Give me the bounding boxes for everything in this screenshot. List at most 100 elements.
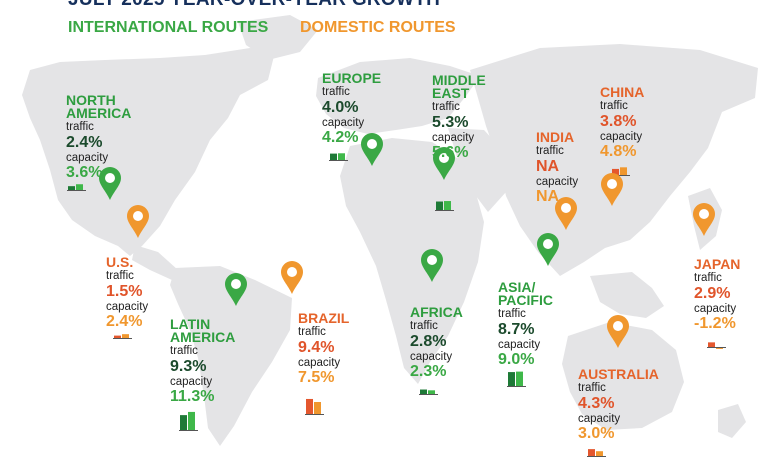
capacity-value: 7.5%	[298, 369, 335, 386]
region-china: CHINA traffic 3.8% capacity 4.8%	[600, 84, 645, 160]
bar-baseline	[67, 190, 86, 191]
traffic-value: 9.4%	[298, 338, 335, 356]
location-pin-green-icon	[537, 233, 559, 266]
region-india: INDIA traffic NA capacity NA	[536, 129, 579, 205]
capacity-value: NA	[536, 188, 560, 205]
region-japan: JAPAN traffic 2.9% capacity -1.2%	[694, 257, 740, 332]
traffic-bar	[180, 415, 187, 430]
capacity-label: capacity	[66, 151, 109, 164]
region-north-america: NORTH AMERICA traffic 2.4% capacity 3.6%	[66, 93, 131, 181]
capacity-bar	[516, 371, 523, 386]
region-asia-pacific: ASIA/ PACIFIC traffic 8.7% capacity 9.0%	[498, 279, 553, 368]
traffic-label: traffic	[66, 121, 94, 133]
capacity-label: capacity	[600, 130, 643, 143]
location-pin-orange-icon	[127, 205, 149, 238]
traffic-value: 3.8%	[600, 112, 637, 130]
capacity-bar	[76, 184, 83, 190]
capacity-label: capacity	[106, 300, 149, 313]
location-pin-green-icon	[225, 273, 247, 306]
region-middle-east: MIDDLE EAST traffic 5.3% capacity 5.6%	[432, 73, 486, 161]
location-pin-green-icon	[361, 133, 383, 166]
location-pin-orange-icon	[693, 203, 715, 236]
legend-international: INTERNATIONAL ROUTES	[68, 19, 269, 36]
capacity-bar	[428, 390, 435, 394]
traffic-label: traffic	[106, 270, 134, 282]
capacity-bar	[620, 167, 627, 175]
region-europe: EUROPE traffic 4.0% capacity 4.2%	[322, 70, 382, 146]
traffic-bar	[330, 153, 337, 160]
capacity-value: -1.2%	[694, 315, 736, 332]
capacity-label: capacity	[432, 131, 475, 144]
region-name: ASIA/ PACIFIC	[498, 279, 553, 308]
location-pin-orange-icon	[555, 197, 577, 230]
traffic-bar	[708, 342, 715, 347]
traffic-bar	[68, 186, 75, 190]
region-name: EUROPE	[322, 70, 382, 86]
bar-baseline	[435, 210, 454, 211]
region-name: CHINA	[600, 84, 645, 100]
traffic-label: traffic	[298, 326, 326, 338]
region-brazil: BRAZIL traffic 9.4% capacity 7.5%	[298, 311, 349, 386]
bar-baseline	[587, 456, 606, 457]
capacity-bar	[122, 334, 129, 338]
bar-baseline	[507, 386, 526, 387]
traffic-value: 2.9%	[694, 284, 731, 302]
region-us: U.S. traffic 1.5% capacity 2.4%	[106, 254, 149, 330]
capacity-bar	[338, 153, 345, 160]
location-pin-orange-icon	[281, 261, 303, 294]
region-name: LATIN AMERICA	[170, 316, 236, 345]
traffic-value: 9.3%	[170, 357, 207, 375]
region-australia: AUSTRALIA traffic 4.3% capacity 3.0%	[578, 366, 659, 442]
location-pin-green-icon	[421, 249, 443, 282]
traffic-value: 4.0%	[322, 98, 359, 116]
traffic-value: 5.3%	[432, 113, 469, 131]
capacity-bar	[596, 451, 603, 456]
traffic-value: 4.3%	[578, 394, 615, 412]
region-name: U.S.	[106, 254, 134, 270]
bar-baseline	[707, 347, 726, 348]
location-pin-orange-icon	[607, 315, 629, 348]
region-name: AFRICA	[410, 304, 463, 320]
capacity-label: capacity	[536, 175, 579, 188]
region-africa: AFRICA traffic 2.8% capacity 2.3%	[410, 304, 463, 380]
traffic-label: traffic	[322, 86, 350, 98]
location-pin-green-icon	[99, 167, 121, 200]
capacity-value: 5.6%	[432, 144, 469, 161]
region-name: AUSTRALIA	[578, 366, 659, 382]
capacity-bar	[188, 411, 195, 430]
capacity-value: 2.3%	[410, 363, 447, 380]
capacity-value: 2.4%	[106, 313, 143, 330]
capacity-value: 4.8%	[600, 143, 637, 160]
location-pin-green-icon	[433, 147, 455, 180]
traffic-label: traffic	[498, 308, 526, 320]
traffic-value: 2.4%	[66, 133, 103, 151]
traffic-value: 2.8%	[410, 332, 447, 350]
capacity-label: capacity	[170, 375, 213, 388]
capacity-value: 4.2%	[322, 129, 359, 146]
capacity-label: capacity	[298, 356, 341, 369]
world-map-land	[22, 15, 758, 446]
capacity-bar	[314, 402, 321, 414]
traffic-label: traffic	[600, 100, 628, 112]
capacity-label: capacity	[578, 412, 621, 425]
location-pin-orange-icon	[601, 173, 623, 206]
region-name: INDIA	[536, 129, 575, 145]
bar-baseline	[611, 175, 630, 176]
traffic-label: traffic	[536, 145, 564, 157]
page-title: JULY 2025 YEAR-OVER-YEAR GROWTH	[68, 0, 440, 11]
traffic-label: traffic	[694, 272, 722, 284]
capacity-label: capacity	[410, 350, 453, 363]
traffic-value: 8.7%	[498, 320, 535, 338]
traffic-bar	[306, 398, 313, 414]
traffic-value: 1.5%	[106, 282, 143, 300]
bar-baseline	[179, 430, 198, 431]
capacity-value: 11.3%	[170, 388, 215, 405]
bar-baseline	[113, 338, 132, 339]
traffic-label: traffic	[578, 382, 606, 394]
capacity-bar	[444, 201, 451, 210]
traffic-value: NA	[536, 157, 560, 175]
capacity-label: capacity	[694, 302, 737, 315]
traffic-label: traffic	[410, 320, 438, 332]
bar-baseline	[305, 414, 324, 415]
capacity-value: 3.0%	[578, 425, 615, 442]
